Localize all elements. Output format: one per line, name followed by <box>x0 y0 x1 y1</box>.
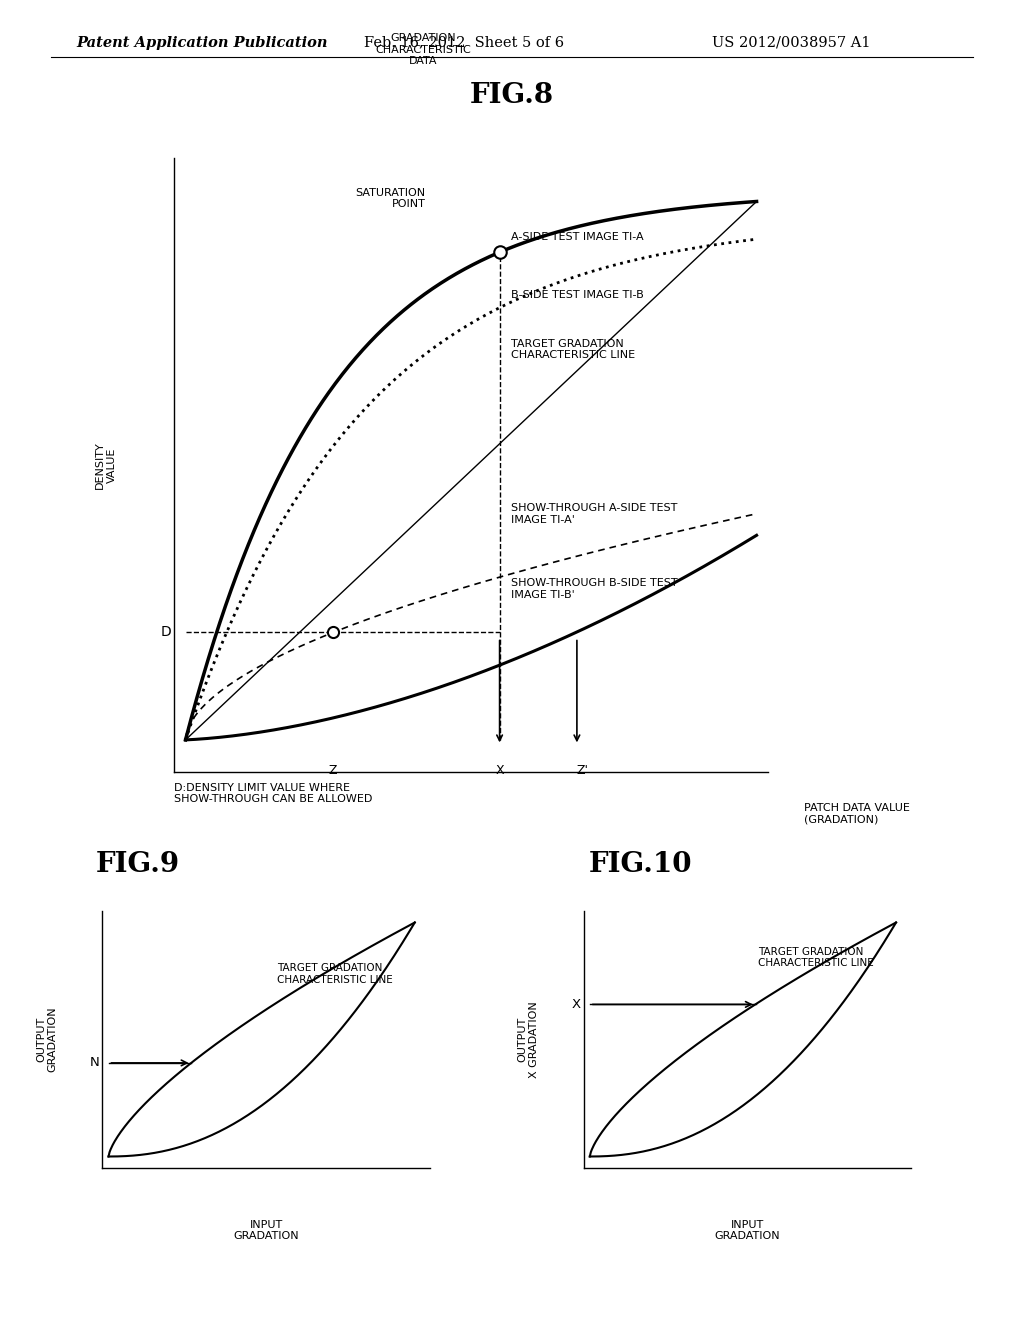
Text: OUTPUT
GRADATION: OUTPUT GRADATION <box>36 1007 57 1072</box>
Text: GRADATION
CHARACTERISTIC
DATA: GRADATION CHARACTERISTIC DATA <box>376 33 471 66</box>
Text: TARGET GRADATION
CHARACTERISTIC LINE: TARGET GRADATION CHARACTERISTIC LINE <box>758 946 874 969</box>
Text: X: X <box>571 998 581 1011</box>
Text: INPUT
GRADATION: INPUT GRADATION <box>715 1220 780 1241</box>
Text: N: N <box>89 1056 99 1069</box>
Text: Z: Z <box>329 764 337 777</box>
Text: SATURATION
POINT: SATURATION POINT <box>355 187 425 210</box>
Text: SHOW-THROUGH B-SIDE TEST
IMAGE TI-B': SHOW-THROUGH B-SIDE TEST IMAGE TI-B' <box>511 578 678 599</box>
Text: D:DENSITY LIMIT VALUE WHERE
SHOW-THROUGH CAN BE ALLOWED: D:DENSITY LIMIT VALUE WHERE SHOW-THROUGH… <box>174 783 373 804</box>
Text: Feb. 16, 2012  Sheet 5 of 6: Feb. 16, 2012 Sheet 5 of 6 <box>364 36 563 50</box>
Text: US 2012/0038957 A1: US 2012/0038957 A1 <box>712 36 870 50</box>
Text: A-SIDE TEST IMAGE TI-A: A-SIDE TEST IMAGE TI-A <box>511 231 644 242</box>
Text: TARGET GRADATION
CHARACTERISTIC LINE: TARGET GRADATION CHARACTERISTIC LINE <box>511 338 635 360</box>
Text: OUTPUT
X GRADATION: OUTPUT X GRADATION <box>517 1001 539 1078</box>
Text: FIG.9: FIG.9 <box>96 851 180 878</box>
Text: PATCH DATA VALUE
(GRADATION): PATCH DATA VALUE (GRADATION) <box>804 803 909 825</box>
Text: D: D <box>161 626 171 639</box>
Text: DENSITY
VALUE: DENSITY VALUE <box>95 441 117 490</box>
Text: TARGET GRADATION
CHARACTERISTIC LINE: TARGET GRADATION CHARACTERISTIC LINE <box>276 964 393 985</box>
Text: Z': Z' <box>577 764 589 777</box>
Text: Patent Application Publication: Patent Application Publication <box>77 36 329 50</box>
Text: FIG.10: FIG.10 <box>588 851 692 878</box>
Text: FIG.8: FIG.8 <box>470 82 554 108</box>
Text: SHOW-THROUGH A-SIDE TEST
IMAGE TI-A': SHOW-THROUGH A-SIDE TEST IMAGE TI-A' <box>511 503 678 524</box>
Text: X: X <box>496 764 504 777</box>
Text: INPUT
GRADATION: INPUT GRADATION <box>233 1220 299 1241</box>
Text: B-SIDE TEST IMAGE TI-B: B-SIDE TEST IMAGE TI-B <box>511 290 644 300</box>
